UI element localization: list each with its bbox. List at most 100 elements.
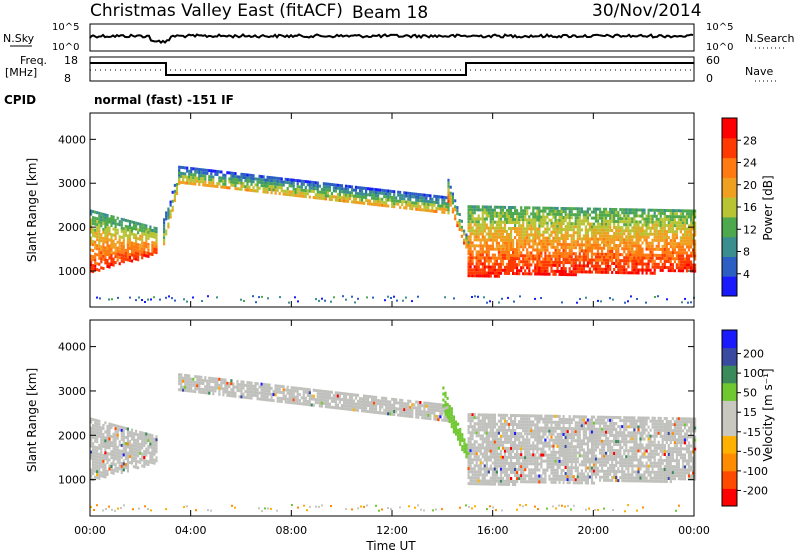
echo-cell (556, 224, 559, 228)
echo-cell (538, 239, 541, 243)
echo-cell (256, 391, 259, 395)
echo-cell (475, 428, 478, 432)
echo-cell (635, 232, 638, 236)
echo-cell (647, 220, 650, 224)
echo-cell (415, 201, 418, 205)
echo-cell (448, 408, 451, 411)
echo-cell (503, 458, 507, 462)
echo-cell (102, 465, 105, 469)
echo-cell (501, 262, 505, 266)
echo-cell (102, 459, 105, 463)
echo-cell (584, 231, 587, 235)
echo-cell (344, 392, 348, 396)
echo-cell (540, 221, 543, 225)
freq-tick-bottom: 8 (64, 72, 71, 85)
echo-cell (147, 451, 150, 455)
echo-cell (536, 251, 539, 255)
echo-cell (629, 232, 632, 236)
echo-cell (272, 185, 275, 189)
echo-cell (613, 244, 616, 247)
echo-cell (661, 235, 664, 239)
echo-cell (562, 240, 565, 243)
echo-cell (540, 266, 543, 270)
echo-cell (687, 248, 691, 252)
echo-cell (256, 189, 259, 193)
echo-cell (499, 217, 503, 221)
echo-cell (603, 237, 606, 241)
echo-cell (118, 223, 121, 227)
echo-cell (481, 425, 484, 429)
echo-cell (683, 239, 687, 243)
echo-cell (114, 466, 117, 470)
echo-cell (516, 248, 519, 252)
echo-cell (550, 257, 553, 261)
echo-cell (518, 251, 521, 255)
echo-cell (308, 391, 311, 395)
echo-cell (524, 230, 527, 234)
nsky-frame (89, 23, 695, 52)
echo-cell (493, 259, 496, 263)
echo-cell (108, 256, 111, 260)
echo-cell (473, 413, 476, 417)
echo-cell (350, 188, 354, 192)
echo-cell (270, 398, 273, 402)
echo-cell (322, 188, 325, 192)
echo-cell (526, 221, 529, 225)
echo-cell (536, 236, 539, 240)
echo-cell (605, 228, 608, 232)
echo-cell (507, 227, 511, 230)
echo-cell (272, 393, 275, 397)
echo-cell (145, 224, 148, 228)
echo-cell (342, 401, 346, 405)
echo-cell (202, 183, 205, 187)
echo-cell (685, 245, 689, 249)
echo-cell (467, 440, 470, 444)
echo-cell (599, 222, 602, 226)
echo-cell (206, 382, 209, 386)
echo-cell (282, 391, 285, 395)
echo-cell (627, 271, 630, 275)
echo-cell (348, 395, 352, 399)
echo-cell (690, 245, 693, 249)
echo-cell (550, 218, 553, 222)
echo-cell (135, 248, 138, 252)
echo-cell (100, 218, 103, 222)
echo-cell (306, 189, 309, 193)
echo-cell (661, 268, 664, 272)
echo-cell (580, 237, 583, 241)
echo-cell (613, 217, 616, 220)
echo-cell (483, 250, 486, 254)
echo-cell (481, 479, 484, 483)
echo-cell (300, 188, 303, 192)
echo-cell (128, 247, 132, 250)
echo-cell (477, 262, 480, 266)
echo-cell (489, 425, 492, 429)
echo-cell (328, 197, 331, 201)
echo-cell (477, 250, 480, 254)
echo-cell (627, 229, 630, 233)
echo-cell (503, 452, 507, 456)
echo-cell (473, 431, 476, 435)
noise-cell (681, 301, 683, 304)
echo-cell (147, 439, 150, 443)
echo-cell (694, 215, 697, 219)
echo-cell (94, 258, 97, 262)
echo-cell (318, 404, 321, 408)
echo-cell (188, 386, 191, 390)
echo-cell (637, 244, 640, 248)
echo-cell (330, 396, 333, 400)
echo-cell (514, 236, 517, 240)
echo-cell (633, 235, 636, 239)
echo-cell (413, 403, 416, 407)
echo-cell (419, 196, 422, 200)
echo-cell (501, 428, 505, 432)
echo-cell (578, 249, 581, 253)
echo-cell (617, 211, 620, 215)
echo-cell (292, 178, 295, 182)
echo-cell (312, 181, 315, 184)
echo-cell (102, 426, 105, 430)
echo-cell (507, 416, 511, 420)
echo-cell (548, 212, 551, 216)
echo-cell (493, 470, 496, 474)
echo-cell (94, 469, 97, 473)
